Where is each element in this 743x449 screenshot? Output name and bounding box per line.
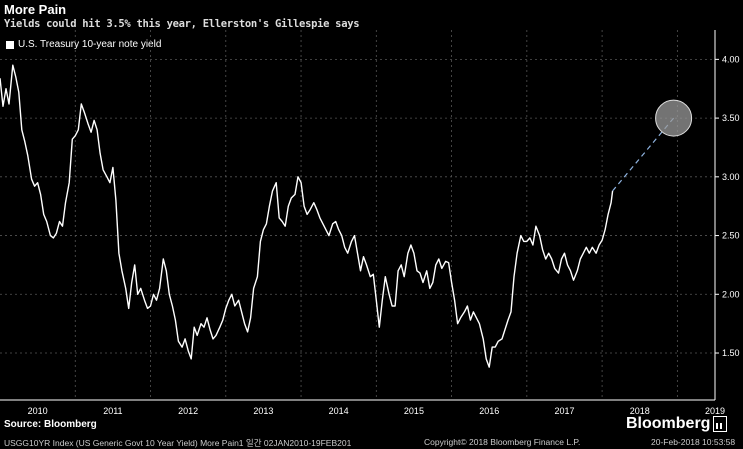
- x-tick-label: 2011: [103, 406, 122, 416]
- yield-line: [0, 64, 614, 368]
- x-tick-label: 2019: [705, 406, 725, 416]
- y-tick-label: 3.50: [722, 113, 740, 123]
- forecast-line: [612, 117, 675, 192]
- brand-name: Bloomberg: [626, 415, 711, 432]
- legend: U.S. Treasury 10-year note yield: [6, 39, 161, 50]
- source-note: Source: Bloomberg: [4, 419, 97, 430]
- x-tick-label: 2016: [479, 406, 499, 416]
- x-tick-label: 2012: [178, 406, 198, 416]
- y-tick-label: 1.50: [722, 348, 740, 358]
- footer-timestamp: 20-Feb-2018 10:53:58: [651, 437, 736, 447]
- chart-icon: [713, 416, 728, 432]
- x-tick-label: 2018: [630, 406, 650, 416]
- x-tick-label: 2014: [329, 406, 349, 416]
- y-tick-label: 2.50: [722, 231, 740, 241]
- y-tick-label: 3.00: [722, 172, 740, 182]
- x-tick-label: 2013: [253, 406, 273, 416]
- legend-label: U.S. Treasury 10-year note yield: [18, 39, 162, 50]
- footer-index-info: USGG10YR Index (US Generic Govt 10 Year …: [4, 438, 352, 448]
- footer-copyright: Copyright© 2018 Bloomberg Finance L.P.: [424, 437, 581, 447]
- x-tick-label: 2017: [554, 406, 574, 416]
- bloomberg-logo: Bloomberg: [626, 415, 728, 433]
- y-tick-label: 2.00: [722, 289, 740, 299]
- chart-subtitle: Yields could hit 3.5% this year, Ellerst…: [4, 18, 360, 30]
- y-tick-label: 4.00: [722, 54, 740, 64]
- x-tick-label: 2015: [404, 406, 424, 416]
- chart-title: More Pain: [4, 2, 67, 17]
- x-tick-label: 2010: [28, 406, 48, 416]
- legend-swatch: [6, 40, 14, 49]
- target-circle: [655, 99, 693, 137]
